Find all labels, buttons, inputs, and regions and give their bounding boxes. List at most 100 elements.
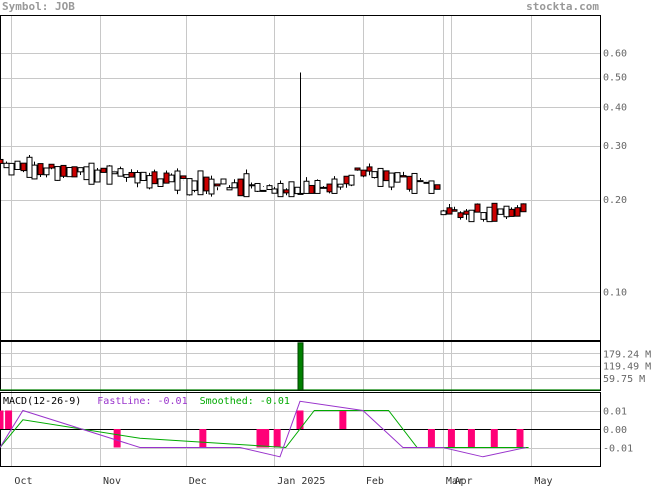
candle-body [134,172,141,184]
x-tick-label-0: Oct [14,476,32,486]
candle-body [377,167,384,187]
x-tick-label-4: Feb [366,476,384,486]
candle-body [191,180,198,191]
macd-tick-label-2: -0.01 [603,444,633,455]
macd-fast-line [0,400,526,458]
candle-body [283,189,290,194]
candle-body [326,183,333,193]
candle-body [254,182,261,192]
macd-tick-label-0: 0.01 [603,407,627,418]
candle-body [157,178,164,187]
candle-body [337,183,344,188]
volume-tick-label-2: 59.75 M [603,374,645,385]
panel-frame-0 [0,15,601,341]
candle-body [186,178,193,196]
candle-body [451,209,458,212]
volume-panel [0,342,600,391]
candle-body [94,169,101,183]
candle-body [271,188,278,194]
candle-body [151,171,158,185]
candle-body [26,156,33,178]
candle-body [508,208,515,217]
candle-body [406,175,413,190]
candle-body [31,164,38,180]
candle-body [383,170,390,182]
macd-smoothed-line [0,410,529,449]
candle-body [100,167,107,173]
candle-body [83,166,90,181]
panel-frames [0,15,601,467]
candle-body [220,178,227,185]
macd-histogram-bar [339,410,347,429]
candle-body [106,165,113,185]
candle-body [388,172,395,188]
panel-frame-1 [0,341,601,391]
candle-body [43,167,50,176]
macd-histogram-bar [0,410,4,429]
candle-body [514,207,521,217]
macd-histogram-bar [5,410,13,429]
candle-body [366,166,373,172]
candle-body [8,162,15,176]
macd-histogram-bar [490,429,498,448]
x-tick-label-1: Nov [103,476,121,486]
candle-body [308,184,315,194]
candle-body [277,182,284,198]
candle-body [123,174,130,178]
candle-body [128,171,135,178]
candle-body [360,169,367,177]
candle-body [60,164,67,177]
candle-body [434,184,441,190]
candle-body [457,212,464,219]
volume-tick-label-0: 179.24 M [603,349,651,360]
macd-histogram-bar [516,429,524,448]
candle-body [168,174,175,183]
panel-frame-2 [0,392,601,467]
x-tick-label-5: Mar [446,476,464,486]
candle-body [248,184,255,187]
candle-body [343,175,350,185]
candle-body [486,206,493,223]
candle-body [146,175,153,189]
macd-histogram-bar [256,429,264,448]
candle-body [411,172,418,194]
macd-histogram-bar [262,429,270,448]
price-tick-label-5: 0.60 [603,48,627,59]
macd-tick-label-1: 0.00 [603,425,627,436]
candle-body [463,210,470,215]
candle-body [314,179,321,194]
candle-body [440,210,447,216]
candle-body [480,212,487,220]
candle-body [288,181,295,198]
macd-fast-label: FastLine: -0.01 [97,396,187,407]
candle-body [243,173,250,198]
candle-body [20,162,27,172]
candle-body [174,170,181,191]
candle-body [203,176,210,192]
candle-body [0,158,4,164]
site-label: stockta.com [526,0,599,13]
macd-legend: MACD(12-26-9) FastLine: -0.01 Smoothed: -0… [3,396,290,407]
x-tick-label-7: May [534,476,552,486]
candle-body [294,186,301,195]
volume-tick-label-1: 119.49 M [603,362,651,373]
candle-body [371,171,378,179]
macd-panel: MACD(12-26-9) FastLine: -0.01 Smoothed: -0… [0,396,529,458]
candle-body [348,174,355,186]
symbol-label: Symbol: JOB [2,0,75,13]
candle-body [497,208,504,215]
candle-body [117,168,124,177]
macd-histogram-bar [199,429,207,448]
candle-body [197,170,204,196]
candle-body [180,175,187,179]
macd-histogram-bar [427,429,435,448]
x-tick-label-2: Dec [189,476,207,486]
price-tick-label-4: 0.50 [603,73,627,84]
price-tick-label-2: 0.30 [603,141,627,152]
candle-body [237,178,244,197]
candle-body [231,182,238,189]
candle-body [214,183,221,187]
candle-body [66,167,73,178]
candle-body [491,202,498,222]
